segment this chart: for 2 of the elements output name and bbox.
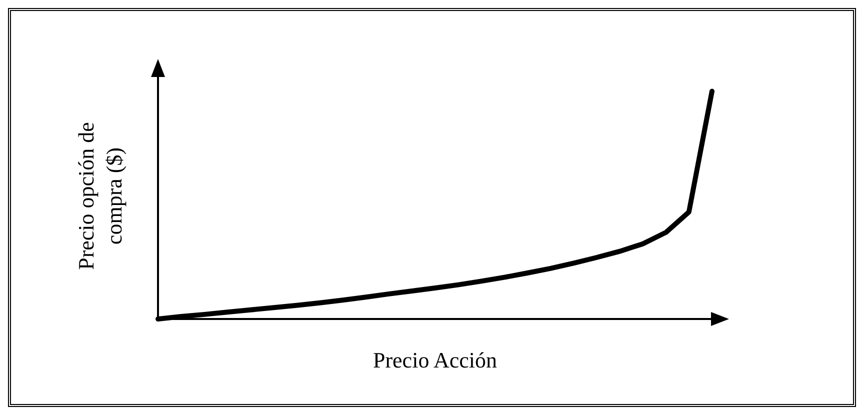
y-axis-title: Precio opción de compra ($) bbox=[74, 122, 126, 270]
x-axis-title: Precio Acción bbox=[372, 348, 498, 372]
